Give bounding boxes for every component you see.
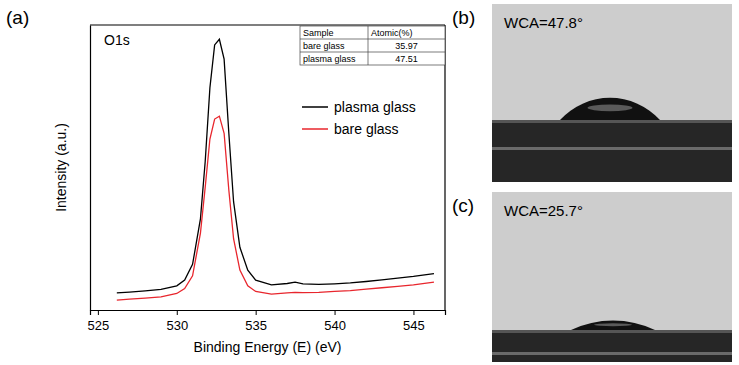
y-axis bbox=[90, 26, 91, 311]
x-axis-title: Binding Energy (E) (eV) bbox=[194, 339, 342, 355]
x-axis-line bbox=[91, 311, 446, 316]
frame-top bbox=[90, 24, 445, 25]
table-cell: plasma glass bbox=[303, 54, 356, 64]
x-tick-label: 525 bbox=[88, 318, 110, 333]
legend-swatch bbox=[302, 128, 328, 130]
photo-background bbox=[492, 4, 732, 182]
table-cell: 35.97 bbox=[395, 41, 418, 51]
x-tick: 530 bbox=[166, 310, 188, 333]
substrate-edge bbox=[492, 330, 732, 333]
table-rule bbox=[300, 39, 445, 40]
contact-angle-label: WCA=47.8° bbox=[504, 14, 583, 31]
droplet bbox=[571, 320, 655, 330]
substrate bbox=[492, 330, 732, 362]
x-axis: 525 530 535 540 545 bbox=[88, 310, 446, 333]
substrate-edge bbox=[492, 120, 732, 123]
panel-label: (b) bbox=[452, 7, 475, 28]
table-cell: bare glass bbox=[303, 41, 345, 51]
panel-label: (c) bbox=[452, 195, 474, 216]
plot-area bbox=[117, 39, 434, 300]
table-header: Sample bbox=[303, 28, 334, 38]
x-tick-mark bbox=[98, 310, 99, 315]
frame-right bbox=[444, 25, 445, 310]
legend: plasma glass bare glass bbox=[302, 99, 416, 137]
panel-label: (a) bbox=[6, 7, 29, 28]
x-tick-mark bbox=[335, 310, 336, 315]
inset-table: Sample Atomic(%) bare glass 35.97 plasma gla… bbox=[300, 26, 445, 65]
table-rule bbox=[368, 26, 369, 65]
table-rule bbox=[300, 52, 445, 53]
table-border bbox=[300, 26, 445, 65]
series-line bbox=[117, 39, 434, 293]
substrate bbox=[492, 120, 732, 182]
droplet-highlight bbox=[588, 104, 633, 111]
series-line bbox=[117, 116, 434, 300]
chart-title: O1s bbox=[104, 32, 130, 48]
x-tick: 545 bbox=[403, 310, 425, 333]
legend-label: bare glass bbox=[334, 121, 399, 137]
table-cell: 47.51 bbox=[395, 54, 418, 64]
x-tick-label: 535 bbox=[245, 318, 267, 333]
y-axis-title: Intensity (a.u.) bbox=[53, 123, 69, 212]
substrate-reflection bbox=[492, 352, 732, 355]
substrate-reflection bbox=[492, 147, 732, 150]
x-tick-mark bbox=[256, 310, 257, 315]
x-tick-mark bbox=[177, 310, 178, 315]
photo-background bbox=[492, 192, 732, 362]
x-tick-label: 545 bbox=[403, 318, 425, 333]
x-tick-mark bbox=[413, 310, 414, 315]
x-tick-label: 540 bbox=[324, 318, 346, 333]
figure: (a) 525 530 535 540 545 Binding Energy (E) (eV… bbox=[0, 0, 739, 365]
legend-label: plasma glass bbox=[334, 99, 416, 115]
x-tick-label: 530 bbox=[166, 318, 188, 333]
droplet-highlight bbox=[594, 323, 632, 326]
contact-angle-photo bbox=[492, 192, 732, 362]
contact-angle-label: WCA=25.7° bbox=[504, 202, 583, 219]
droplet bbox=[560, 98, 660, 120]
y-axis-line bbox=[90, 26, 91, 311]
x-tick: 525 bbox=[88, 310, 110, 333]
legend-swatch bbox=[302, 106, 328, 108]
x-tick: 535 bbox=[245, 310, 267, 333]
x-tick: 540 bbox=[324, 310, 346, 333]
contact-angle-photo bbox=[492, 4, 732, 182]
table-header: Atomic(%) bbox=[371, 28, 413, 38]
